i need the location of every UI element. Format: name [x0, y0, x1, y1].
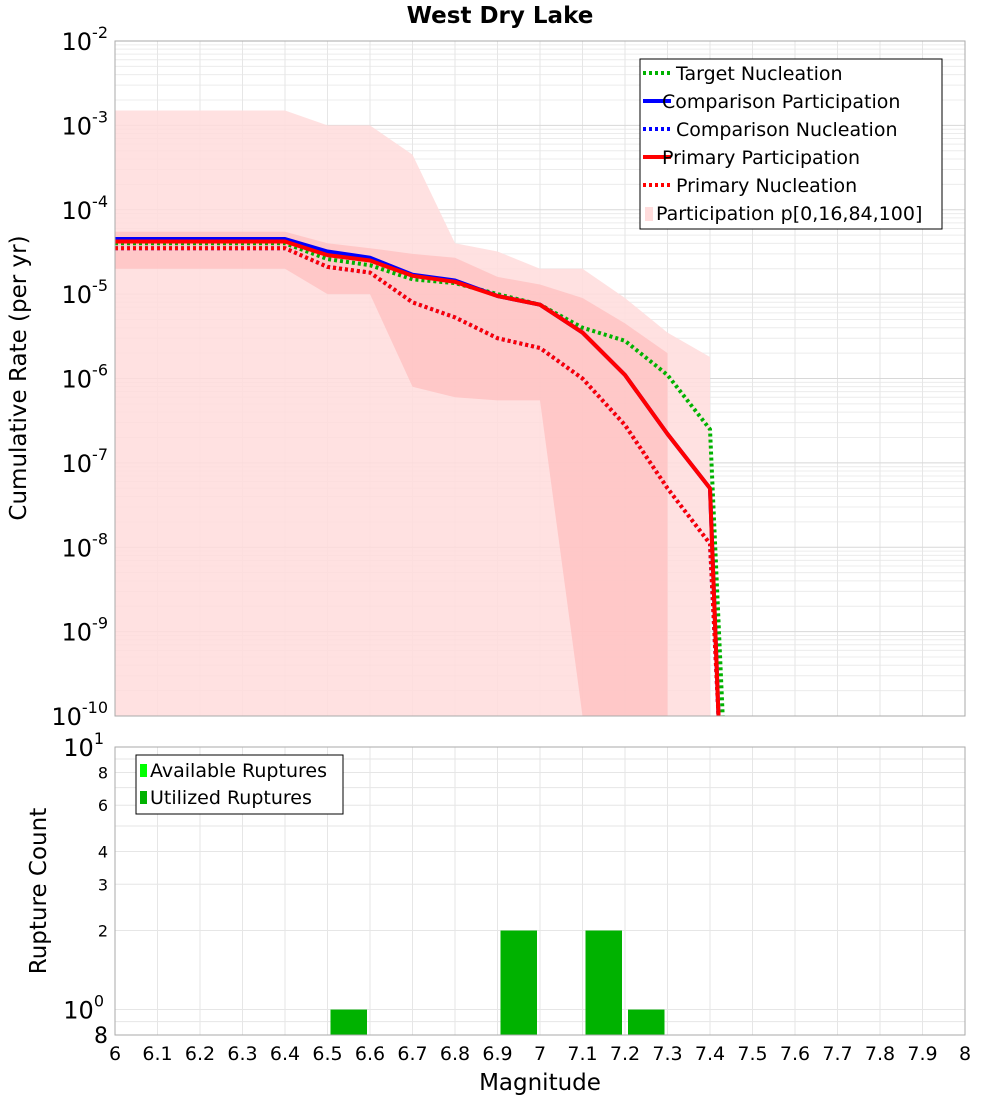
rupture-bar — [500, 930, 537, 1035]
rate-uncertainty-bands — [115, 110, 710, 716]
rate-y-tick-label: 10-6 — [62, 361, 109, 394]
legend-label: Available Ruptures — [150, 760, 327, 782]
legend-swatch — [645, 207, 653, 221]
rupture-y-tick-label: 8 — [94, 1024, 108, 1049]
legend-label: Primary Participation — [662, 147, 860, 169]
rate-plot-frame — [114, 40, 966, 717]
rate-y-tick-label: 10-8 — [62, 529, 109, 562]
legend-item: Target Nucleation — [643, 63, 843, 85]
rupture-bar — [330, 1009, 367, 1035]
rupture-y-tick-label: 4 — [98, 842, 108, 861]
magnitude-x-tick-label: 7.9 — [907, 1043, 937, 1065]
legend-item: Utilized Ruptures — [140, 787, 312, 809]
rupture-y-tick-label: 8 — [98, 763, 108, 782]
legend-item: Primary Participation — [643, 147, 860, 169]
magnitude-x-tick-label: 7.7 — [822, 1043, 852, 1065]
magnitude-x-tick-label: 6.5 — [312, 1043, 342, 1065]
legend-label: Utilized Ruptures — [150, 787, 312, 809]
legend-swatch — [140, 791, 147, 804]
rate-legend: Target Nucleation Comparison Participatio… — [639, 58, 943, 230]
magnitude-x-tick-label: 7.4 — [695, 1043, 725, 1065]
x-axis-title: Magnitude — [479, 1070, 601, 1096]
series-line-target-nucleation — [115, 241, 725, 717]
magnitude-x-tick-label: 7.8 — [865, 1043, 895, 1065]
band-p16-p84 — [115, 231, 668, 716]
legend-label: Primary Nucleation — [676, 175, 857, 197]
rupture-bar — [628, 1009, 665, 1035]
magnitude-x-tick-labels: 6 6.1 6.2 6.3 6.4 6.5 6.6 6.7 6.8 6.9 7 7.1 7.2 7.3 7.… — [109, 1043, 971, 1065]
rupture-y-tick-label: 6 — [98, 796, 108, 815]
rate-y-tick-label: 10-3 — [62, 107, 109, 140]
legend-item: Participation p[0,16,84,100] — [645, 203, 922, 225]
rate-y-tick-label: 10-5 — [62, 276, 109, 309]
magnitude-x-tick-label: 6.6 — [355, 1043, 385, 1065]
magnitude-x-tick-label: 7 — [534, 1043, 546, 1065]
rupture-bar — [585, 930, 622, 1035]
magnitude-x-tick-label: 6.1 — [142, 1043, 172, 1065]
rupture-y-tick-label: 101 — [63, 729, 104, 762]
rate-y-axis-title: Cumulative Rate (per yr) — [6, 235, 32, 520]
magnitude-x-tick-label: 6.3 — [227, 1043, 257, 1065]
magnitude-x-tick-label: 6.4 — [270, 1043, 300, 1065]
rupture-y-tick-label: 100 — [63, 992, 104, 1025]
magnitude-x-tick-label: 7.5 — [737, 1043, 767, 1065]
legend-label: Comparison Participation — [662, 91, 900, 113]
series-line-primary-participation — [115, 239, 721, 717]
rate-y-tick-label: 10-10 — [51, 698, 108, 731]
rate-series-lines — [115, 237, 725, 717]
rupture-plot-frame — [114, 746, 966, 1036]
magnitude-x-tick-label: 6.7 — [397, 1043, 427, 1065]
rupture-y-tick-label: 2 — [98, 922, 108, 941]
magnitude-x-tick-label: 7.1 — [567, 1043, 597, 1065]
magnitude-x-tick-label: 6.8 — [440, 1043, 470, 1065]
magnitude-x-tick-label: 7.2 — [610, 1043, 640, 1065]
legend-item: Comparison Nucleation — [643, 119, 898, 141]
rate-y-tick-label: 10-2 — [62, 23, 109, 56]
magnitude-x-tick-label: 6.9 — [482, 1043, 512, 1065]
rupture-bars — [330, 930, 665, 1035]
rate-y-tick-label: 10-4 — [62, 192, 109, 225]
legend-item: Primary Nucleation — [643, 175, 857, 197]
rate-y-tick-label: 10-9 — [62, 614, 109, 647]
rupture-y-axis-title: Rupture Count — [26, 808, 52, 974]
magnitude-x-tick-label: 7.3 — [652, 1043, 682, 1065]
rupture-legend: Available Ruptures Utilized Ruptures — [135, 754, 344, 815]
legend-swatch — [140, 764, 147, 777]
magnitude-x-tick-label: 8 — [959, 1043, 971, 1065]
chart-title: West Dry Lake — [407, 3, 594, 29]
rate-y-tick-label: 10-7 — [62, 445, 109, 478]
legend-item: Available Ruptures — [140, 760, 327, 782]
rate-legend-box — [639, 58, 943, 230]
legend-item: Comparison Participation — [643, 91, 900, 113]
legend-label: Participation p[0,16,84,100] — [656, 203, 922, 225]
magnitude-x-tick-label: 6.2 — [185, 1043, 215, 1065]
legend-label: Comparison Nucleation — [676, 119, 898, 141]
rate-plot: 10-2 10-3 10-4 10-5 10-6 10-7 10-8 10-9 10-10 Cu… — [6, 23, 966, 731]
magnitude-x-tick-label: 7.6 — [780, 1043, 810, 1065]
legend-label: Target Nucleation — [675, 63, 843, 85]
magnitude-x-tick-label: 6 — [109, 1043, 121, 1065]
rate-y-tick-labels: 10-2 10-3 10-4 10-5 10-6 10-7 10-8 10-9 10-10 — [51, 23, 108, 731]
series-line-primary-nucleation — [115, 246, 721, 717]
rupture-legend-box — [135, 754, 344, 815]
rupture-y-tick-label: 3 — [98, 875, 108, 894]
